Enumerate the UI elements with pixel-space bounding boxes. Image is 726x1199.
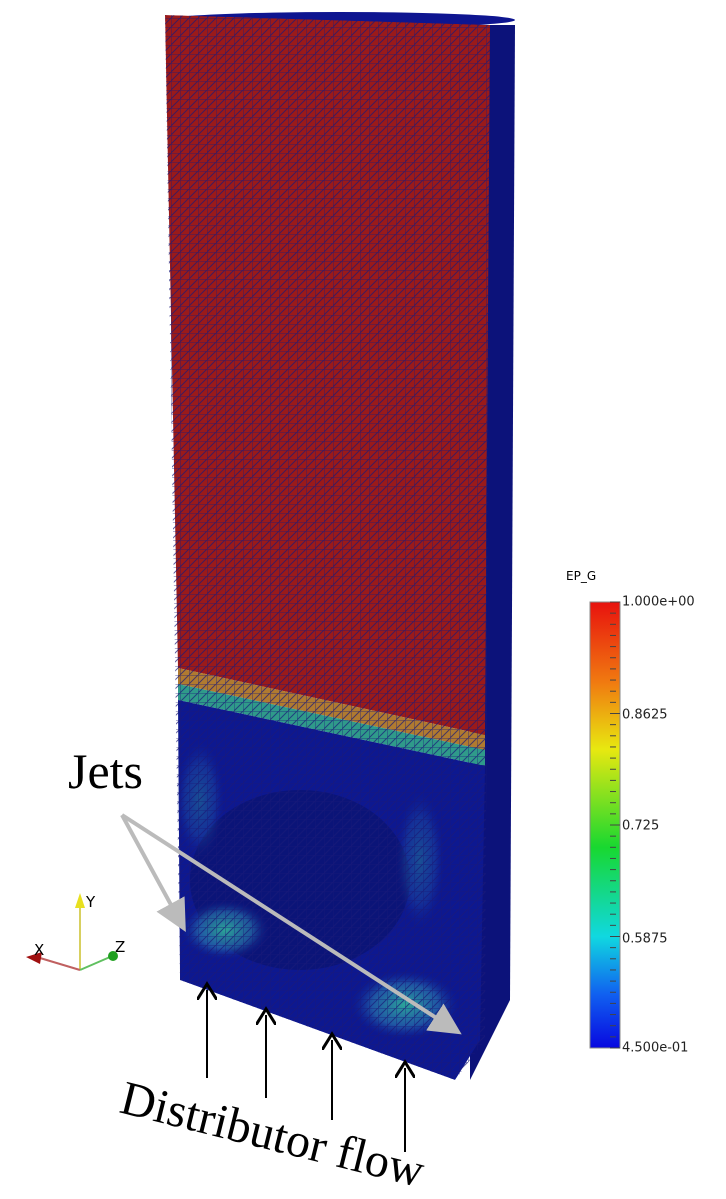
colorbar-label: 0.8625 bbox=[622, 708, 668, 723]
render: EP_G 1.000e+00 0.8625 0.725 0.5875 4.500… bbox=[0, 0, 726, 1199]
colorbar-title: EP_G bbox=[566, 569, 596, 583]
colorbar: EP_G 1.000e+00 0.8625 0.725 0.5875 4.500… bbox=[566, 569, 695, 1056]
axis-label-x: X bbox=[34, 941, 44, 959]
fluidized-bed bbox=[160, 10, 515, 1090]
page: EP_G 1.000e+00 0.8625 0.725 0.5875 4.500… bbox=[0, 0, 726, 1199]
colorbar-label: 0.725 bbox=[622, 819, 659, 834]
colorbar-label: 1.000e+00 bbox=[622, 595, 695, 610]
colorbar-label: 4.500e-01 bbox=[622, 1041, 688, 1056]
jets-label: Jets bbox=[68, 743, 143, 799]
distributor-label: Distributor flow bbox=[115, 1071, 430, 1198]
axis-label-z: Z bbox=[115, 938, 125, 956]
axes-triad: Y X Z bbox=[26, 893, 125, 970]
axis-label-y: Y bbox=[85, 893, 96, 911]
colorbar-label: 0.5875 bbox=[622, 932, 668, 947]
